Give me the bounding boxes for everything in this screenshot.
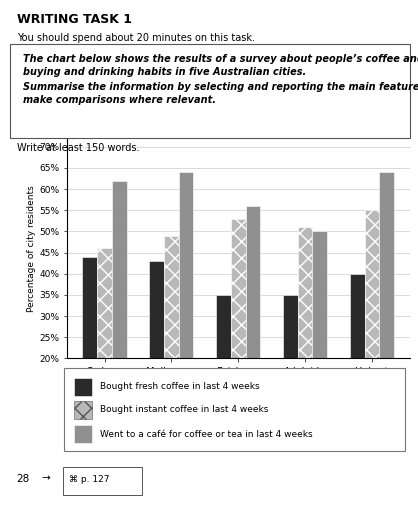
Bar xyxy=(246,206,260,443)
Text: Bought instant coffee in last 4 weeks: Bought instant coffee in last 4 weeks xyxy=(100,405,269,414)
Text: You should spend about 20 minutes on this task.: You should spend about 20 minutes on thi… xyxy=(17,33,255,44)
Text: →: → xyxy=(42,474,51,484)
Text: 28: 28 xyxy=(17,474,30,484)
FancyBboxPatch shape xyxy=(74,400,92,419)
Bar xyxy=(231,219,246,443)
Bar xyxy=(112,181,127,443)
Bar xyxy=(350,274,364,443)
Text: Went to a café for coffee or tea in last 4 weeks: Went to a café for coffee or tea in last… xyxy=(100,430,313,439)
Text: Bought fresh coffee in last 4 weeks: Bought fresh coffee in last 4 weeks xyxy=(100,382,260,391)
Y-axis label: Percentage of city residents: Percentage of city residents xyxy=(27,185,36,312)
FancyBboxPatch shape xyxy=(64,368,405,452)
Text: The chart below shows the results of a survey about people’s coffee and tea
buyi: The chart below shows the results of a s… xyxy=(23,54,418,77)
Bar xyxy=(298,227,313,443)
Bar xyxy=(82,257,97,443)
Text: Summarise the information by selecting and reporting the main features, and
make: Summarise the information by selecting a… xyxy=(23,82,418,105)
Bar xyxy=(380,172,394,443)
Bar xyxy=(179,172,194,443)
Bar xyxy=(164,236,179,443)
FancyBboxPatch shape xyxy=(74,378,92,396)
Bar xyxy=(364,210,380,443)
Text: Coffee and tea buying and drinking habits in five cities in Australia: Coffee and tea buying and drinking habit… xyxy=(38,123,410,133)
Bar xyxy=(149,261,164,443)
Bar xyxy=(283,295,298,443)
Text: WRITING TASK 1: WRITING TASK 1 xyxy=(17,13,132,26)
Bar xyxy=(313,231,327,443)
Bar xyxy=(216,295,231,443)
Text: Write at least 150 words.: Write at least 150 words. xyxy=(17,143,139,154)
Text: ⌘ p. 127: ⌘ p. 127 xyxy=(69,475,110,484)
Bar xyxy=(97,248,112,443)
FancyBboxPatch shape xyxy=(74,425,92,443)
